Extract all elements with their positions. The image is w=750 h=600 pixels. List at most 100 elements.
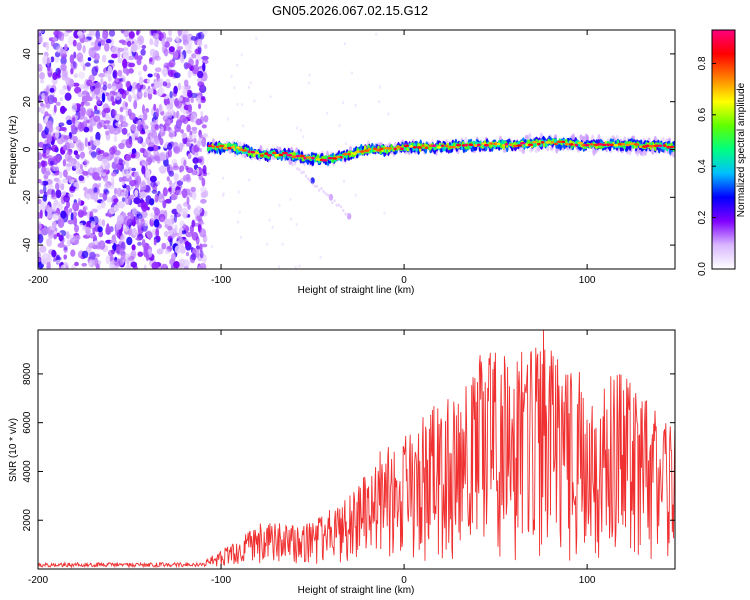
noise-speckle: [94, 53, 100, 61]
noise-speckle: [47, 94, 55, 105]
noise-speckle: [62, 69, 69, 79]
noise-speckle: [169, 91, 173, 99]
noise-speckle: [202, 164, 207, 175]
trace-peak: [247, 150, 251, 153]
trace-peak: [625, 143, 630, 147]
noise-speckle: [62, 54, 67, 61]
noise-speckle: [137, 157, 145, 162]
sparse-speckle: [289, 197, 292, 201]
noise-speckle: [59, 88, 66, 96]
noise-speckle: [147, 73, 153, 78]
noise-speckle: [184, 240, 190, 247]
noise-speckle: [197, 41, 203, 48]
x-tick-label: -100: [211, 275, 231, 286]
noise-speckle: [96, 99, 101, 105]
noise-speckle: [135, 182, 139, 190]
noise-speckle: [173, 72, 181, 79]
noise-speckle: [73, 51, 77, 59]
trace-peak: [231, 145, 235, 149]
trace-peak: [372, 147, 377, 151]
noise-speckle: [96, 37, 103, 44]
noise-speckle: [63, 169, 68, 178]
noise-speckle: [130, 124, 137, 132]
noise-speckle: [42, 194, 48, 202]
noise-speckle: [67, 35, 75, 46]
branch-smear: [318, 188, 321, 192]
noise-speckle: [154, 123, 160, 131]
noise-speckle: [38, 106, 41, 113]
noise-speckle: [65, 30, 73, 33]
top-x-ticks: -200 -100 0 100: [28, 30, 596, 286]
noise-speckle: [93, 87, 101, 95]
noise-speckle: [150, 181, 156, 188]
noise-speckle: [191, 170, 198, 176]
trace-peak: [516, 144, 522, 147]
noise-speckle: [85, 62, 91, 67]
snr-panel: -200 -100 0 100 2000 4000 6000 8000 Height of …: [8, 329, 676, 596]
noise-speckle: [101, 54, 107, 63]
noise-speckle: [177, 30, 183, 37]
noise-speckle: [97, 149, 105, 154]
trace-peak: [621, 142, 625, 146]
noise-speckle: [164, 249, 170, 255]
noise-speckle: [153, 238, 157, 246]
noise-speckle: [50, 56, 55, 63]
sparse-speckle: [240, 53, 243, 57]
trace-peak: [351, 152, 357, 155]
branch-smear: [298, 168, 301, 172]
branch-smear: [315, 184, 319, 188]
noise-speckle: [190, 186, 196, 193]
noise-speckle: [127, 212, 132, 217]
trace-peak: [440, 144, 445, 148]
noise-speckle: [183, 175, 187, 182]
noise-speckle: [130, 261, 138, 268]
trace-peak: [574, 143, 578, 147]
trace-peak: [264, 152, 269, 155]
noise-speckle: [90, 46, 95, 57]
noise-speckle: [156, 181, 161, 186]
trace-peak: [403, 144, 409, 148]
noise-speckle: [203, 115, 209, 123]
noise-speckle: [173, 173, 179, 181]
noise-speckle: [197, 70, 204, 79]
trace-peak: [272, 151, 277, 155]
noise-speckle: [93, 115, 101, 123]
signal-trace: [206, 132, 675, 167]
noise-speckle: [186, 196, 190, 205]
noise-speckle: [98, 193, 104, 198]
branch-smear: [326, 193, 329, 197]
trace-peak: [590, 143, 594, 146]
noise-speckle: [39, 245, 47, 253]
noise-speckle: [175, 189, 183, 195]
noise-speckle: [71, 102, 78, 112]
noise-speckle: [62, 178, 68, 184]
noise-speckle: [114, 127, 122, 134]
noise-speckle: [181, 30, 189, 35]
trace-peak: [468, 143, 474, 146]
trace-peak: [496, 142, 501, 146]
branch-smear: [296, 167, 299, 171]
sparse-speckle: [253, 99, 256, 103]
noise-speckle: [120, 234, 126, 242]
noise-speckle: [185, 49, 193, 54]
trace-peak: [669, 145, 675, 149]
noise-speckle: [196, 215, 202, 222]
noise-speckle: [168, 46, 175, 53]
noise-speckle: [121, 127, 128, 135]
noise-speckle: [45, 170, 51, 176]
noise-speckle: [85, 226, 91, 237]
sparse-speckle: [319, 255, 322, 259]
noise-speckle: [73, 216, 78, 226]
colorbar-tick-label: 0.0: [697, 262, 708, 276]
noise-speckle: [58, 122, 65, 127]
noise-speckle: [195, 205, 203, 214]
noise-speckle: [106, 196, 114, 203]
noise-speckle: [203, 190, 209, 198]
noise-speckle: [162, 199, 167, 209]
noise-speckle: [164, 218, 172, 225]
trace-peak: [322, 159, 328, 162]
y-tick-label: 2000: [22, 509, 33, 532]
noise-speckle: [41, 92, 45, 101]
noise-speckle: [117, 50, 121, 59]
noise-speckle: [185, 231, 193, 238]
